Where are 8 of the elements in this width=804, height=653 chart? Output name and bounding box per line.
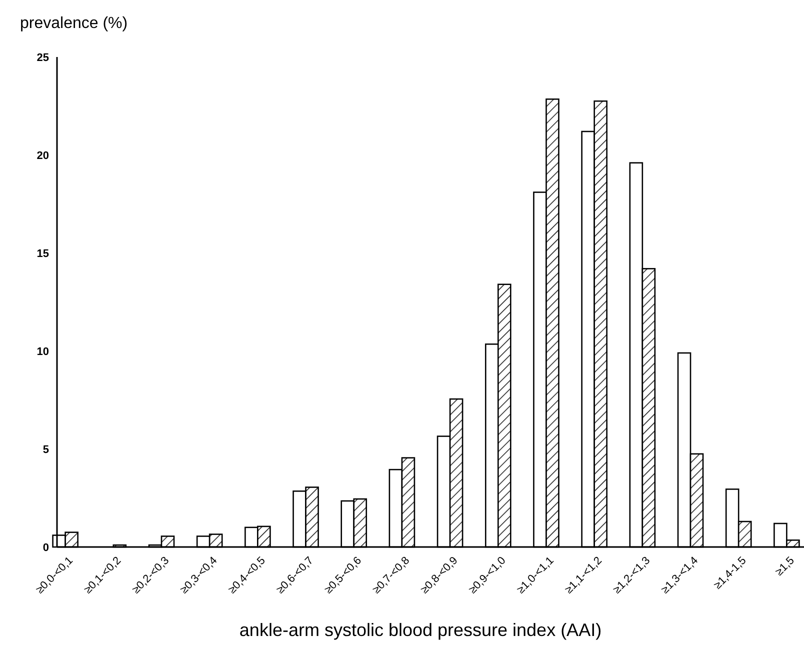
y-tick-label: 15 (36, 248, 49, 260)
x-axis-title: ankle-arm systolic blood pressure index (AAI) (239, 620, 602, 640)
y-tick-label: 5 (42, 444, 49, 456)
y-tick-label: 10 (36, 346, 49, 358)
y-axis-title: prevalence (%) (20, 15, 128, 32)
y-tick-label: 25 (36, 52, 49, 64)
y-tick-label: 0 (42, 542, 49, 554)
y-tick-label: 20 (36, 150, 49, 162)
